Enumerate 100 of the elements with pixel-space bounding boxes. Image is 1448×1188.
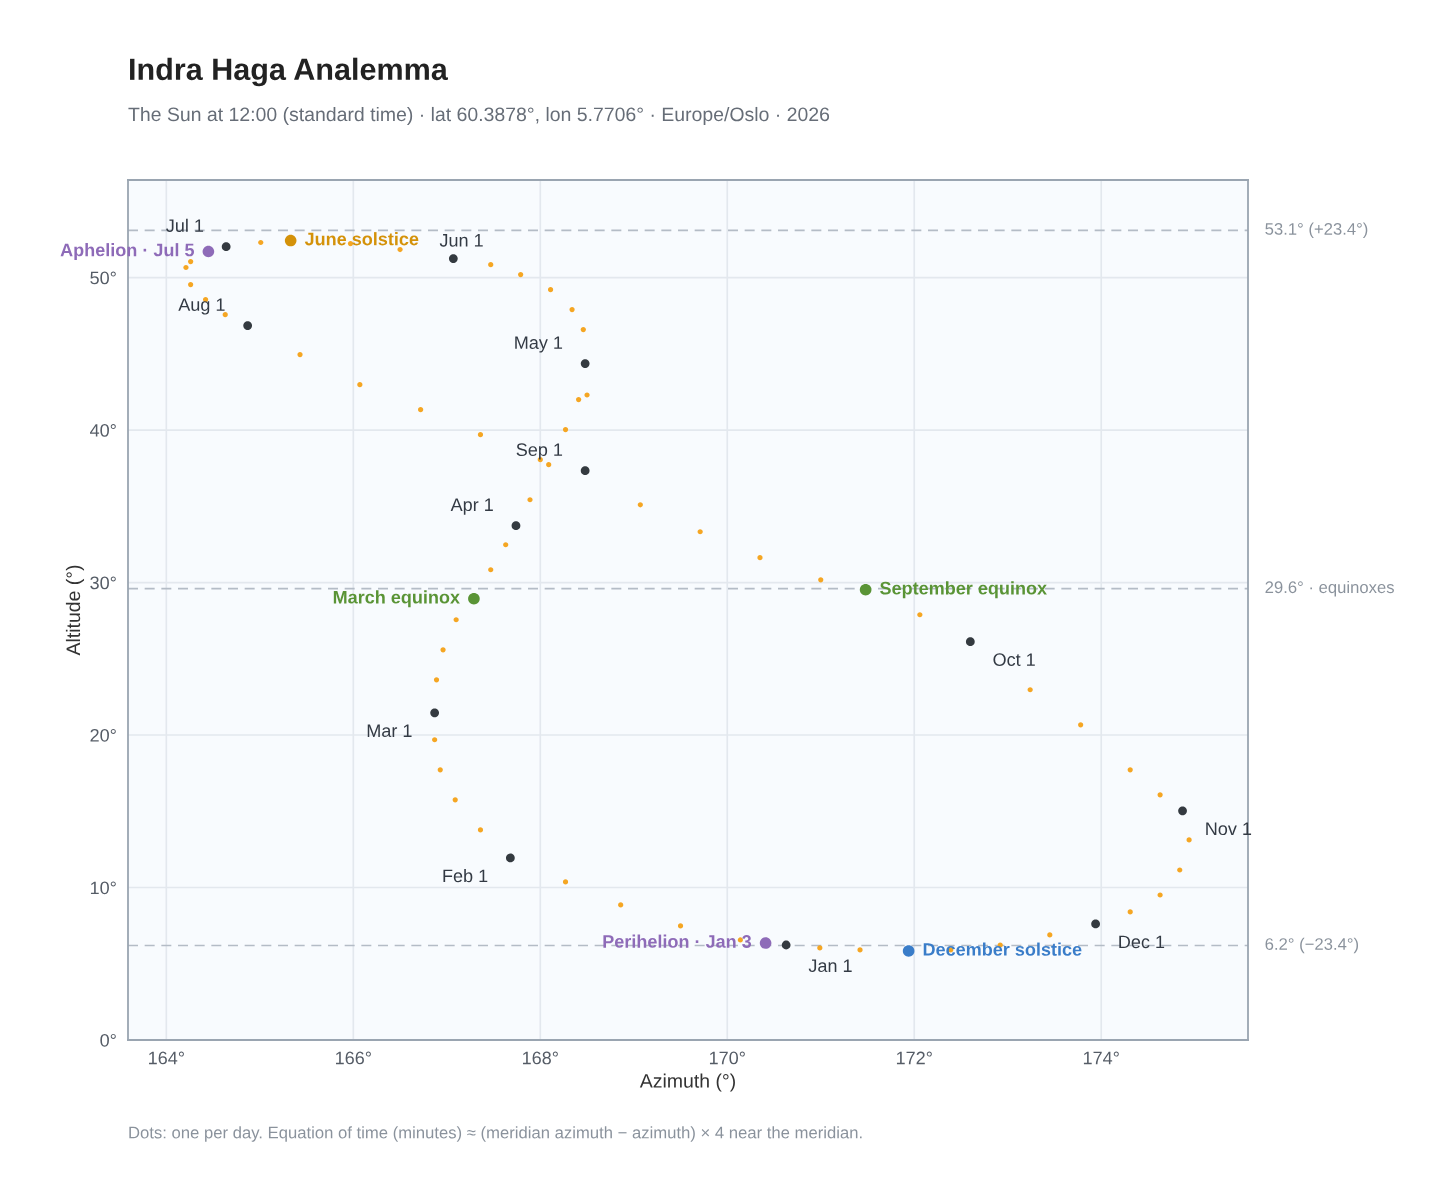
chart-title: Indra Haga Analemma [130, 57, 448, 87]
point [188, 258, 194, 265]
series-label: Perihelion · Jan 3 [603, 934, 752, 948]
annotation: Jan 1 [808, 959, 852, 973]
point [818, 577, 824, 583]
point [511, 521, 521, 531]
point [547, 287, 554, 293]
x-tick-label: 166° [336, 1051, 371, 1065]
y-tick-label: 20° [90, 728, 116, 742]
chart-subtitle: The Sun at 12:00 (standard time) · lat 60.3878°, lon 5.7706° · Europe/Oslo · 2026 [128, 106, 830, 126]
y-tick-label: 40° [90, 424, 116, 437]
point [221, 242, 231, 252]
point [448, 254, 458, 263]
point [437, 767, 443, 773]
point [580, 359, 590, 368]
ref-line-label: 29.6° · equinoxes [1265, 580, 1394, 597]
point [1127, 909, 1133, 915]
y-tick-label: 10° [90, 881, 116, 895]
point [222, 312, 228, 318]
series-label: June solstice [304, 232, 419, 246]
point [580, 326, 586, 333]
point [1078, 722, 1084, 728]
annotation: May 1 [515, 336, 563, 353]
point [917, 612, 923, 618]
point [453, 617, 459, 623]
point [1091, 919, 1100, 929]
series-label: September equinox [880, 581, 1047, 599]
y-tick-label: 50° [90, 271, 116, 285]
point [183, 264, 189, 271]
point [817, 945, 823, 951]
point [1186, 837, 1192, 843]
point [488, 262, 494, 268]
annotation: Feb 1 [443, 868, 488, 883]
point [452, 797, 458, 803]
annotation: Jun 1 [439, 234, 483, 247]
point [527, 497, 533, 503]
y-tick-label: 0° [100, 1033, 116, 1047]
annotation: Mar 1 [367, 724, 412, 738]
point [584, 392, 590, 398]
point [637, 502, 643, 508]
annotation: Nov 1 [1206, 822, 1252, 836]
x-tick-label: 168° [522, 1051, 558, 1065]
annotation: Jul 1 [166, 218, 204, 233]
point [857, 947, 863, 953]
y-axis-title: Altitude (°) [65, 565, 85, 656]
point [477, 432, 484, 438]
series-label: March equinox [333, 590, 460, 608]
point [488, 567, 494, 573]
x-tick-label: 172° [896, 1051, 932, 1065]
ref-line-label: 53.1° (+23.4°) [1265, 222, 1368, 239]
point [965, 637, 975, 647]
ref-line-label: 6.2° (−23.4°) [1265, 937, 1359, 954]
point [1157, 792, 1163, 798]
annotation: Dec 1 [1119, 935, 1165, 949]
annotation: Aug 1 [178, 298, 225, 315]
point [258, 239, 264, 246]
point [757, 555, 763, 561]
point [580, 466, 590, 476]
annotation: Oct 1 [993, 653, 1035, 667]
point [618, 902, 624, 908]
point [477, 827, 484, 833]
point [357, 382, 363, 388]
point [433, 677, 440, 683]
point [902, 945, 915, 957]
point [505, 853, 515, 863]
point [859, 583, 872, 596]
point [284, 234, 297, 247]
x-tick-label: 174° [1083, 1051, 1119, 1065]
point [440, 647, 446, 653]
point [562, 427, 569, 433]
point [243, 321, 253, 331]
point [569, 307, 575, 313]
point [297, 351, 303, 358]
point [562, 879, 569, 885]
point [430, 708, 440, 718]
point [1127, 767, 1133, 773]
x-axis-title: Azimuth (°) [639, 1073, 735, 1092]
point [1027, 687, 1033, 693]
point [759, 937, 772, 949]
point [576, 396, 582, 403]
text: Dots: one per day. Equation of time (minutes) ≈ (meridian azimuth − azimuth) × 4 near the meridian. [129, 1126, 862, 1142]
point [546, 462, 552, 468]
point [1047, 932, 1053, 938]
x-tick-label: 170° [709, 1051, 745, 1065]
point [397, 246, 403, 253]
point [1157, 892, 1163, 898]
annotation: Apr 1 [450, 498, 493, 515]
series-label: December solstice [923, 942, 1082, 956]
point [418, 407, 424, 413]
point [188, 282, 194, 288]
point [503, 542, 509, 548]
point [781, 940, 791, 950]
point [1178, 806, 1187, 816]
point [518, 271, 524, 278]
annotation: Sep 1 [516, 443, 563, 460]
y-tick-label: 30° [90, 576, 116, 590]
point [1177, 867, 1183, 873]
point [468, 592, 480, 605]
point [202, 245, 215, 258]
point [432, 737, 438, 743]
